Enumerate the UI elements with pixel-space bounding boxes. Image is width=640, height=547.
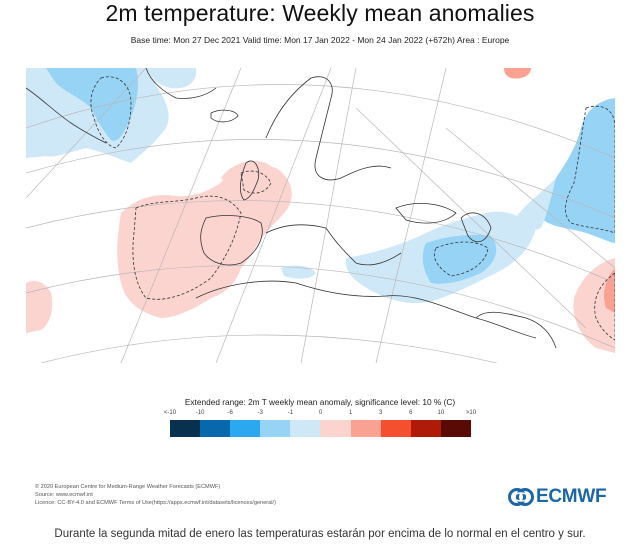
colorbar-tick-label: 6 [409, 410, 413, 416]
credit-licence: Licence: CC-BY-4.0 and ECMWF Terms of Us… [35, 500, 276, 507]
colorbar-bin [260, 420, 291, 437]
chart-subtitle: Base time: Mon 27 Dec 2021 Valid time: M… [130, 35, 510, 45]
colorbar-tick-label: <-10 [163, 410, 177, 416]
warm-area-iran [573, 258, 615, 353]
colorbar-tick-label: -6 [227, 410, 233, 416]
colorbar-tick-label: 1 [348, 410, 353, 416]
cold-area-siberia [539, 98, 615, 243]
coast-iceland [210, 109, 239, 123]
colorbar-bin [170, 420, 201, 437]
coast-africa [195, 280, 537, 339]
cold-area-greenland-east [146, 68, 197, 89]
cold-area-middle-east-core [422, 234, 497, 284]
map-canvas [26, 68, 615, 363]
credits: © 2020 European Centre for Medium-Range … [35, 483, 276, 508]
chart-title: 2m temperature: Weekly mean anomalies [105, 0, 535, 26]
ecmwf-logo-text: ECMWF [536, 486, 607, 507]
coast-black-sea [395, 203, 457, 224]
coast-greenland [145, 68, 217, 99]
credit-source: Source: www.ecmwf.int [35, 492, 93, 499]
coast-arabia [475, 311, 557, 349]
ecmwf-logo-icon [508, 488, 534, 506]
colorbar-ticks: <-10 -10 -6 -3 -1 0 1 3 6 10 >10 [160, 410, 490, 420]
colorbar-bin [350, 420, 381, 437]
credit-copyright: © 2020 European Centre for Medium-Range … [35, 484, 221, 490]
colorbar-tick-label: >10 [465, 410, 477, 416]
cold-area-east-med [281, 265, 316, 279]
warm-area-uk [221, 161, 278, 193]
colorbar-bin [380, 420, 411, 437]
warm-area-atlantic-west [26, 281, 53, 333]
colorbar-bin [230, 420, 261, 437]
colorbar-bin [410, 420, 441, 437]
coastlines [26, 68, 557, 349]
warm-area-iran-core [604, 268, 615, 313]
cold-area-greenland-core [46, 68, 138, 141]
colorbar-title: Extended range: 2m T weekly mean anomaly… [184, 397, 456, 407]
caption: Durante la segunda mitad de enero las te… [54, 528, 586, 540]
colorbar-tick-label: -10 [195, 410, 205, 416]
anomaly-map [26, 68, 615, 363]
colorbar-tick-label: 3 [379, 410, 383, 416]
ecmwf-logo: ECMWF [508, 486, 607, 508]
colorbar-tick-label: 0 [318, 410, 323, 416]
coast-scandinavia [265, 76, 392, 181]
anomaly-shading [26, 68, 615, 353]
graticule [26, 68, 615, 363]
colorbar-bin [290, 420, 321, 437]
colorbar [170, 420, 471, 437]
colorbar-tick-label: 10 [437, 410, 445, 416]
colorbar-bin [440, 420, 471, 437]
colorbar-tick-label: -1 [287, 410, 294, 416]
significance-contours [90, 76, 615, 341]
colorbar-bin [200, 420, 231, 437]
colorbar-bin [320, 420, 351, 437]
coast-med-north [265, 224, 402, 266]
coast-iberia [200, 215, 263, 266]
colorbar-tick-label: -3 [257, 410, 263, 416]
warm-area-north-russia [504, 68, 531, 79]
coast-caspian [460, 212, 492, 243]
coast-canada [26, 87, 107, 144]
